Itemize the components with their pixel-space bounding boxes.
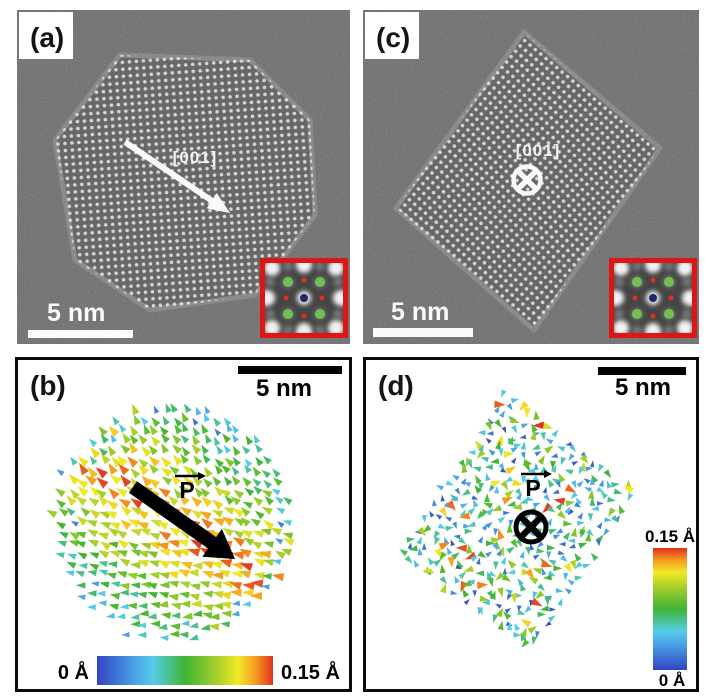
polarization-vector-label-b: P <box>175 472 206 503</box>
panel-d-box: P (d) 5 nm 0.15 Å 0 Å <box>363 357 699 692</box>
center-atom-a <box>299 293 309 303</box>
inset-border-a <box>260 258 348 338</box>
panel-label-c: (c) <box>376 22 410 53</box>
scale-bar-label-d: 5 nm <box>615 374 671 401</box>
scale-bar-label-b: 5 nm <box>256 375 312 402</box>
into-page-symbol-c <box>511 164 543 196</box>
colorbar-max-label-d: 0.15 Å <box>645 527 695 546</box>
zone-axis-label-c: [001] <box>516 141 561 160</box>
scale-bar-d <box>598 367 686 375</box>
net-polarization-arrow-b <box>128 481 235 559</box>
zone-axis-label-a: [001] <box>173 148 218 167</box>
scale-bar-label-a: 5 nm <box>47 299 105 327</box>
into-page-symbol-d <box>513 509 549 545</box>
vector-field-d <box>399 389 634 648</box>
colorbar-min-label-d: 0 Å <box>659 671 685 689</box>
panel-b-vector-map: P (b) 5 nm 0 Å 0.15 Å <box>30 366 342 685</box>
scale-bar-b <box>238 366 342 374</box>
svg-text:P: P <box>525 475 540 501</box>
zone-axis-arrow-a <box>123 139 230 213</box>
colorbar-min-label-b: 0 Å <box>58 660 89 684</box>
panel-a-hrtem: (a) [001] 5 nm <box>17 10 350 344</box>
panel-label-a: (a) <box>30 22 64 53</box>
panel-label-d: (d) <box>378 370 414 401</box>
green-atoms-c <box>632 277 674 319</box>
inset-border-c <box>609 258 697 338</box>
scale-bar-c <box>373 328 473 337</box>
colorbar-b <box>97 656 273 685</box>
panel-label-box-a <box>19 12 73 59</box>
scale-bar-label-c: 5 nm <box>391 298 449 326</box>
colorbar-d <box>653 548 687 670</box>
panel-c-hrtem: (c) [001] 5 nm <box>363 10 699 344</box>
svg-text:P: P <box>179 477 194 503</box>
vector-field-b <box>46 403 295 641</box>
unit-cell-inset-a <box>260 258 348 338</box>
center-atom-c <box>648 293 658 303</box>
unit-cell-inset-c <box>609 258 697 338</box>
scale-bar-a <box>28 330 133 338</box>
panel-label-b: (b) <box>30 370 66 401</box>
oxygen-atoms-a <box>283 277 325 319</box>
panel-d-vector-map: P (d) 5 nm 0.15 Å 0 Å <box>378 367 695 689</box>
polarization-vector-label-d: P <box>521 470 552 501</box>
green-atoms-a <box>283 277 325 319</box>
panel-label-box-c <box>365 12 419 59</box>
colorbar-max-label-b: 0.15 Å <box>281 660 340 684</box>
panel-b-box: P (b) 5 nm 0 Å 0.15 Å <box>15 357 352 692</box>
oxygen-atoms-c <box>632 277 674 319</box>
